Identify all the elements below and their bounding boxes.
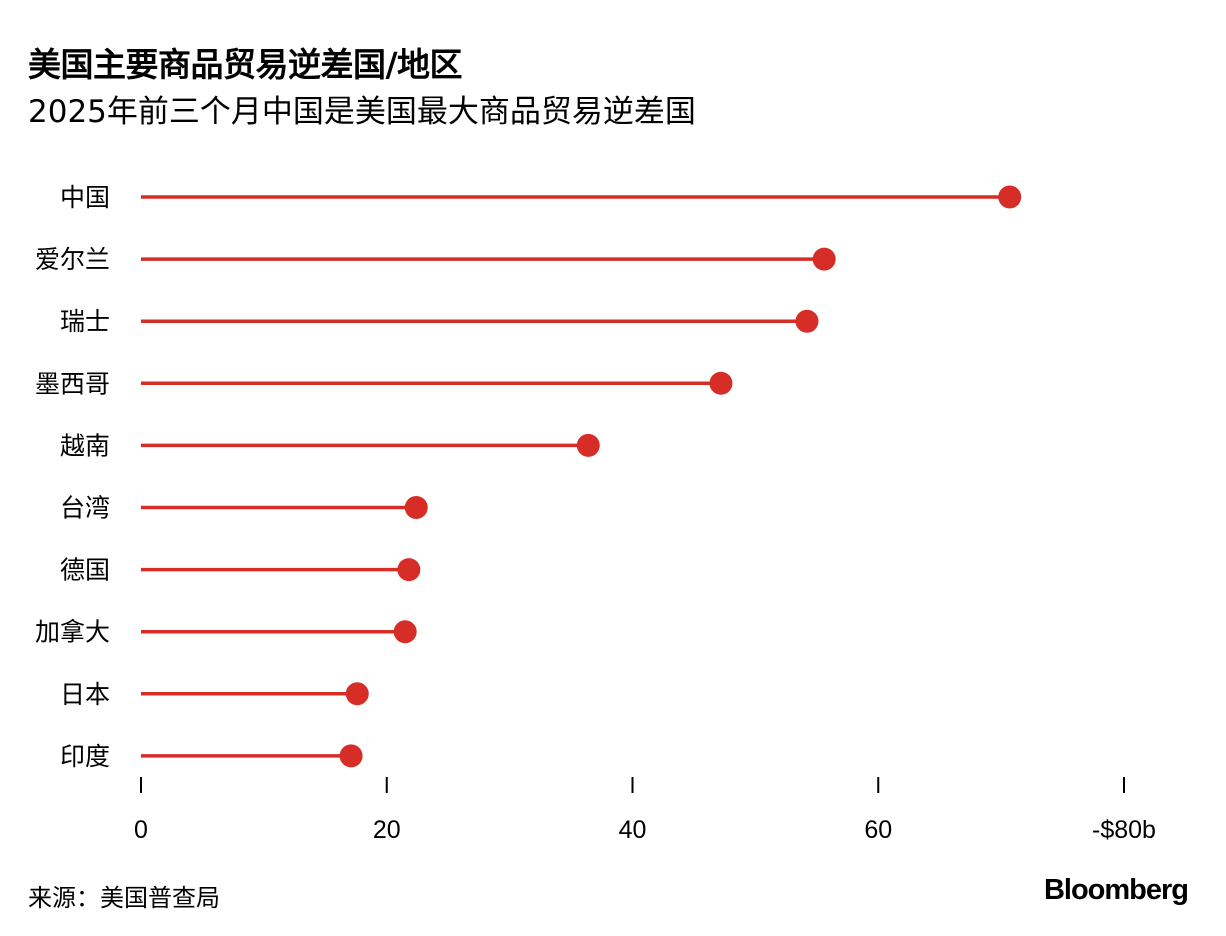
category-label: 台湾 bbox=[60, 494, 110, 523]
lollipop-dot bbox=[795, 309, 819, 333]
page-subtitle: 2025年前三个月中国是美国最大商品贸易逆差国 bbox=[28, 94, 696, 130]
lollipop-dot bbox=[393, 620, 417, 644]
x-tick-label: 0 bbox=[134, 816, 148, 844]
category-label: 爱尔兰 bbox=[35, 245, 110, 274]
x-tick-label: 40 bbox=[619, 816, 647, 844]
bloomberg-logo: Bloomberg bbox=[1043, 874, 1189, 906]
lollipop-dot bbox=[576, 433, 600, 457]
category-label: 日本 bbox=[60, 680, 110, 709]
page-title: 美国主要商品贸易逆差国/地区 bbox=[28, 45, 463, 84]
category-label: 瑞士 bbox=[60, 307, 110, 336]
lollipop-dot bbox=[998, 185, 1022, 209]
x-tick-label: 60 bbox=[864, 816, 892, 844]
category-label: 德国 bbox=[60, 556, 110, 585]
lollipop-dot bbox=[404, 496, 428, 519]
category-label: 墨西哥 bbox=[35, 369, 110, 398]
lollipop-dot bbox=[345, 682, 369, 706]
x-tick-label: -$80b bbox=[1092, 816, 1156, 844]
category-label: 中国 bbox=[60, 183, 110, 212]
x-tick-label: 20 bbox=[373, 816, 401, 844]
category-label: 印度 bbox=[60, 742, 110, 771]
category-label: 加拿大 bbox=[35, 618, 110, 647]
lollipop-dot bbox=[812, 247, 836, 271]
lollipop-dot bbox=[397, 558, 421, 582]
category-label: 越南 bbox=[60, 431, 110, 460]
source-note: 来源：美国普查局 bbox=[28, 884, 220, 912]
lollipop-dot bbox=[709, 371, 733, 395]
lollipop-dot bbox=[339, 744, 363, 768]
